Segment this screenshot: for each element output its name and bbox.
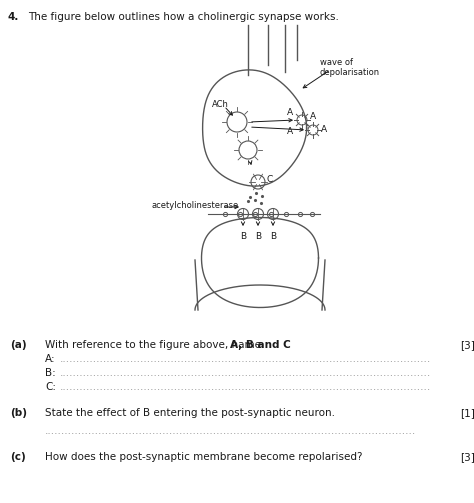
- Text: The figure below outlines how a cholinergic synapse works.: The figure below outlines how a choliner…: [28, 12, 339, 22]
- Text: [3]: [3]: [460, 340, 474, 350]
- Text: How does the post-synaptic membrane become repolarised?: How does the post-synaptic membrane beco…: [45, 452, 363, 462]
- Text: B: B: [270, 232, 276, 241]
- Text: A:: A:: [45, 354, 55, 364]
- Text: A, B and C: A, B and C: [230, 340, 291, 350]
- Text: ................................................................................: ........................................…: [45, 426, 416, 436]
- Text: (c): (c): [10, 452, 26, 462]
- Text: (a): (a): [10, 340, 27, 350]
- Text: State the effect of B entering the post-synaptic neuron.: State the effect of B entering the post-…: [45, 408, 335, 418]
- Text: With reference to the figure above, name: With reference to the figure above, name: [45, 340, 264, 350]
- Text: A: A: [287, 108, 293, 117]
- Text: ................................................................................: ........................................…: [60, 368, 431, 378]
- Text: A: A: [310, 112, 316, 121]
- Text: A: A: [321, 126, 327, 134]
- Text: B: B: [255, 232, 261, 241]
- Text: [1]: [1]: [460, 408, 474, 418]
- Text: B: B: [240, 232, 246, 241]
- Text: B:: B:: [45, 368, 56, 378]
- Text: 4.: 4.: [8, 12, 19, 22]
- Text: ................................................................................: ........................................…: [60, 354, 431, 364]
- Text: ACh: ACh: [212, 100, 229, 109]
- Text: C:: C:: [45, 382, 56, 392]
- Text: [3]: [3]: [460, 452, 474, 462]
- Text: acetylcholinesterase: acetylcholinesterase: [152, 201, 239, 210]
- Text: C: C: [267, 176, 273, 185]
- Text: wave of
depolarisation: wave of depolarisation: [320, 58, 380, 77]
- Text: A: A: [287, 127, 293, 136]
- Text: (b): (b): [10, 408, 27, 418]
- Text: ................................................................................: ........................................…: [60, 382, 431, 392]
